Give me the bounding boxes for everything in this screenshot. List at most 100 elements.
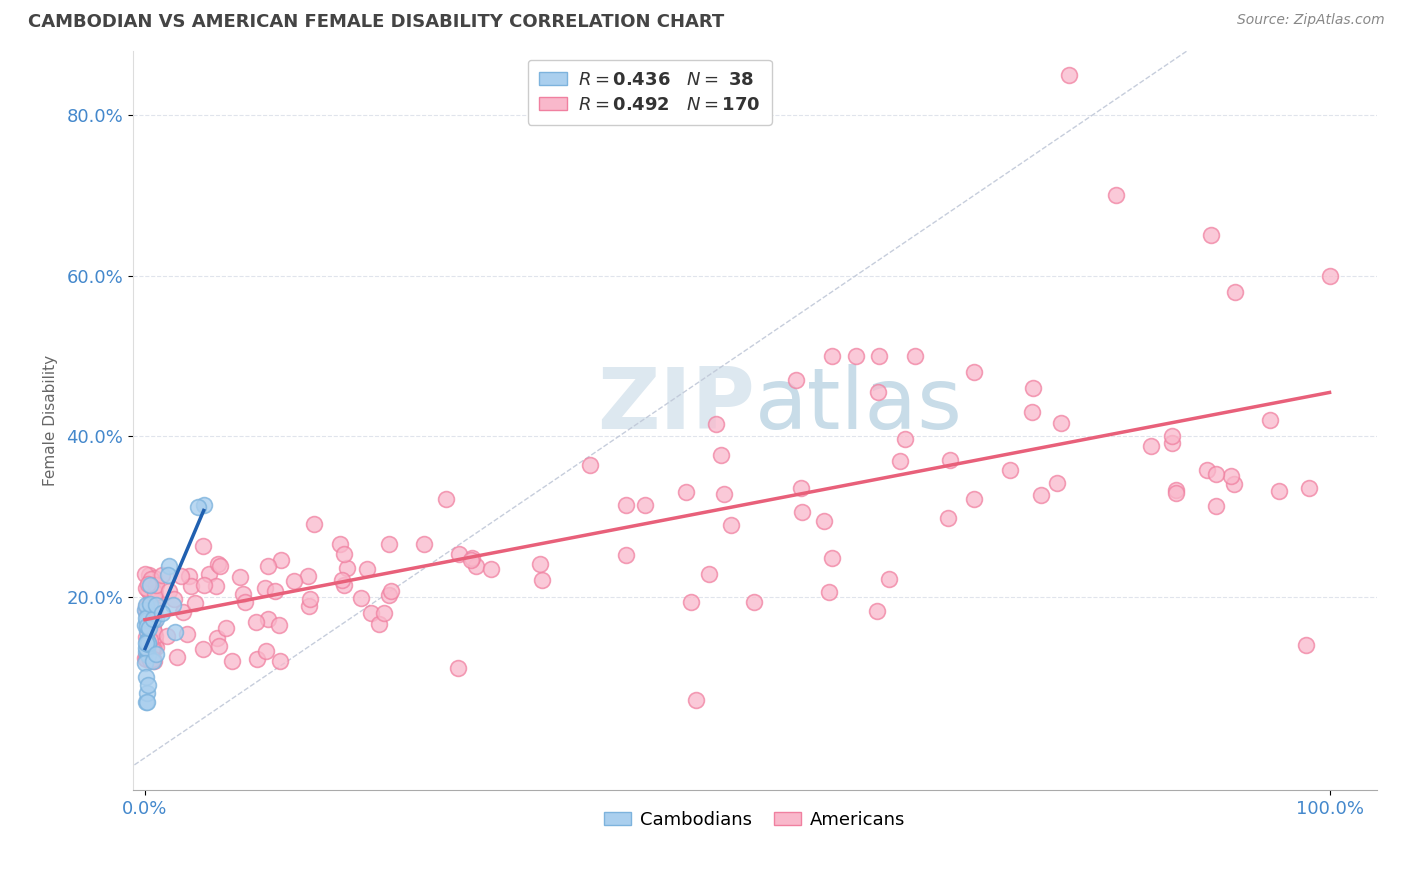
Point: [1195, 463, 1218, 477]
Point: [253, 581, 276, 595]
Point: [685, 693, 707, 707]
Point: [681, 595, 703, 609]
Point: [150, 568, 173, 582]
Point: [360, 606, 382, 620]
Point: [157, 558, 180, 573]
Point: [1161, 436, 1184, 450]
Point: [142, 654, 165, 668]
Point: [1219, 468, 1241, 483]
Point: [134, 651, 156, 665]
Point: [267, 618, 290, 632]
Point: [297, 568, 319, 582]
Point: [378, 536, 401, 550]
Point: [1223, 477, 1246, 491]
Point: [235, 595, 257, 609]
Point: [143, 634, 166, 648]
Point: [904, 349, 927, 363]
Point: [367, 616, 389, 631]
Point: [136, 577, 159, 591]
Point: [333, 578, 356, 592]
Point: [150, 606, 173, 620]
Point: [184, 596, 207, 610]
Point: [143, 637, 166, 651]
Point: [614, 499, 637, 513]
Point: [138, 607, 160, 622]
Point: [1205, 467, 1227, 481]
Point: [145, 640, 167, 654]
Point: [136, 694, 159, 708]
Point: [135, 652, 157, 666]
Point: [143, 602, 166, 616]
Point: [614, 549, 637, 563]
Point: [142, 652, 165, 666]
Point: [221, 654, 243, 668]
Point: [232, 587, 254, 601]
Point: [578, 458, 600, 472]
Text: atlas: atlas: [755, 364, 963, 447]
Point: [138, 648, 160, 663]
Point: [465, 558, 488, 573]
Point: [1057, 68, 1080, 82]
Point: [263, 583, 285, 598]
Point: [821, 349, 844, 363]
Point: [134, 566, 156, 581]
Point: [298, 599, 321, 614]
Point: [193, 498, 215, 512]
Point: [1295, 638, 1317, 652]
Point: [336, 561, 359, 575]
Point: [246, 652, 269, 666]
Point: [1046, 476, 1069, 491]
Point: [1199, 228, 1222, 243]
Point: [785, 373, 807, 387]
Point: [135, 645, 157, 659]
Point: [447, 547, 470, 561]
Point: [143, 640, 166, 654]
Point: [877, 572, 900, 586]
Point: [136, 624, 159, 639]
Point: [889, 454, 911, 468]
Point: [1223, 285, 1246, 299]
Point: [138, 678, 160, 692]
Point: [139, 653, 162, 667]
Point: [162, 598, 184, 612]
Point: [1105, 188, 1128, 202]
Point: [208, 639, 231, 653]
Point: [378, 588, 401, 602]
Point: [143, 592, 166, 607]
Point: [156, 568, 179, 582]
Point: [204, 578, 226, 592]
Point: [143, 606, 166, 620]
Point: [142, 641, 165, 656]
Point: [329, 537, 352, 551]
Point: [350, 591, 373, 605]
Point: [163, 592, 186, 607]
Point: [821, 550, 844, 565]
Point: [142, 582, 165, 597]
Y-axis label: Female Disability: Female Disability: [44, 355, 58, 486]
Point: [180, 578, 202, 592]
Point: [813, 514, 835, 528]
Point: [254, 644, 277, 658]
Point: [938, 511, 960, 525]
Point: [257, 559, 280, 574]
Point: [139, 591, 162, 605]
Point: [139, 616, 162, 631]
Point: [894, 432, 917, 446]
Point: [135, 640, 157, 654]
Point: [145, 596, 167, 610]
Point: [461, 550, 484, 565]
Point: [135, 633, 157, 648]
Point: [373, 607, 395, 621]
Point: [134, 617, 156, 632]
Point: [1021, 405, 1043, 419]
Point: [139, 574, 162, 588]
Point: [177, 569, 200, 583]
Point: [704, 417, 727, 432]
Point: [135, 642, 157, 657]
Point: [792, 505, 814, 519]
Point: [135, 640, 157, 655]
Point: [710, 448, 733, 462]
Point: [134, 656, 156, 670]
Point: [191, 642, 214, 657]
Point: [531, 574, 554, 588]
